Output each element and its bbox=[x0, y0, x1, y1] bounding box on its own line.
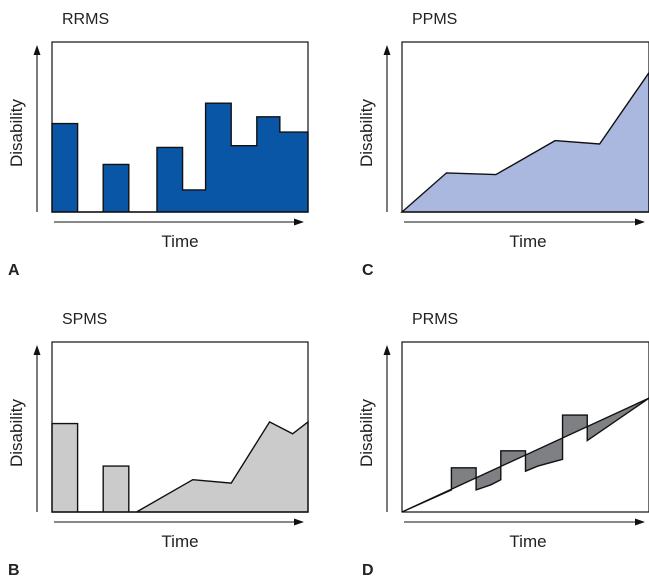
y-axis-label-prms: Disability bbox=[357, 398, 376, 467]
y-axis-arrowhead-ppms bbox=[383, 45, 391, 55]
chart-title-prms: PRMS bbox=[412, 311, 458, 328]
y-axis-label-rrms: Disability bbox=[7, 98, 26, 167]
y-axis-arrowhead-prms bbox=[383, 345, 391, 355]
panel-ppms: PPMS Time Disability C bbox=[357, 11, 649, 279]
x-axis-arrowhead-rrms bbox=[294, 218, 304, 226]
y-axis-label-ppms: Disability bbox=[357, 98, 376, 167]
panel-letter-ppms: C bbox=[362, 262, 374, 279]
plot-frame-prms bbox=[401, 341, 649, 513]
y-axis-arrowhead-rrms bbox=[33, 45, 41, 55]
x-axis-label-spms: Time bbox=[161, 532, 198, 551]
x-axis-label-ppms: Time bbox=[509, 232, 546, 251]
disability-area-ppms bbox=[400, 71, 649, 213]
x-axis-arrowhead-ppms bbox=[635, 218, 645, 226]
y-axis-label-spms: Disability bbox=[7, 398, 26, 467]
plot-area-prms bbox=[402, 342, 649, 512]
disability-area-prms bbox=[401, 397, 649, 513]
x-axis-label-prms: Time bbox=[509, 532, 546, 551]
panel-spms: SPMS Time Disability B bbox=[7, 311, 309, 579]
panel-letter-spms: B bbox=[8, 562, 20, 579]
panel-rrms: RRMS Time Disability A bbox=[7, 11, 309, 279]
panel-prms: PRMS Time Disability D bbox=[357, 311, 649, 579]
panel-letter-rrms: A bbox=[8, 262, 20, 279]
x-axis-arrowhead-spms bbox=[294, 518, 304, 526]
x-axis-arrowhead-prms bbox=[635, 518, 645, 526]
plot-frame-rrms bbox=[51, 41, 309, 213]
y-axis-arrowhead-spms bbox=[33, 345, 41, 355]
chart-title-ppms: PPMS bbox=[412, 11, 457, 28]
chart-title-spms: SPMS bbox=[62, 311, 107, 328]
chart-title-rrms: RRMS bbox=[62, 11, 109, 28]
x-axis-label-rrms: Time bbox=[161, 232, 198, 251]
plot-frame-spms bbox=[51, 341, 309, 513]
panel-letter-prms: D bbox=[362, 562, 374, 579]
plot-frame-ppms bbox=[401, 41, 649, 213]
